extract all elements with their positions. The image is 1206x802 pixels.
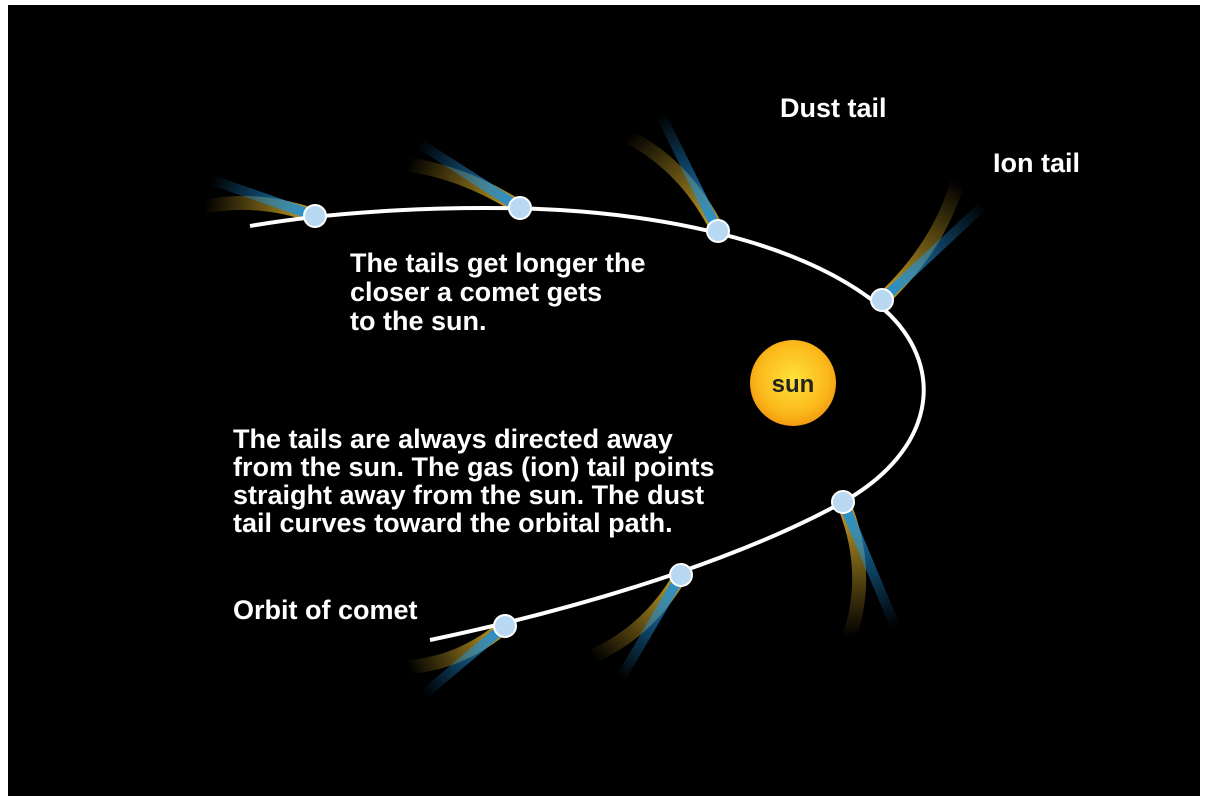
note-line: The tails get longer the [350,248,646,278]
comet [494,615,516,637]
sun-label: sun [772,371,815,398]
comet [707,220,729,242]
comet [509,197,531,219]
comet [871,289,893,311]
note-line: to the sun. [350,306,487,336]
note-line: tail curves toward the orbital path. [233,508,673,538]
background [8,5,1200,796]
diagram: sun Dust tail Ion tail The tails get lon… [0,0,1206,802]
orbit-label: Orbit of comet [233,595,418,625]
dust-tail-label: Dust tail [780,93,887,123]
note-line: The tails are always directed away [233,424,673,454]
comet [304,205,326,227]
note-line: straight away from the sun. The dust [233,480,704,510]
page: sun Dust tail Ion tail The tails get lon… [0,0,1206,802]
comet [832,491,854,513]
comet [670,564,692,586]
note-tail-direction: The tails are always directed away from … [233,424,722,538]
note-line: from the sun. The gas (ion) tail points [233,452,715,482]
ion-tail-label: Ion tail [993,148,1080,178]
note-line: closer a comet gets [350,277,602,307]
